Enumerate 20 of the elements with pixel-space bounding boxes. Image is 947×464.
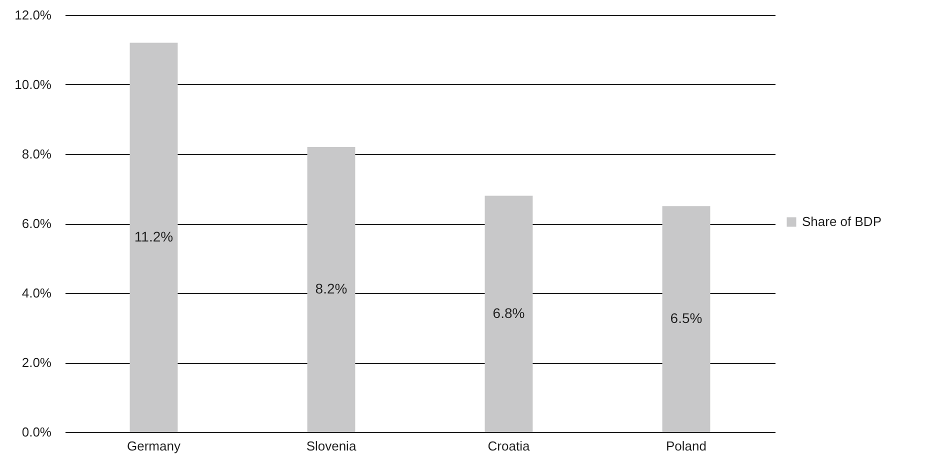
x-tick-label: Poland [666, 438, 706, 454]
y-tick-label: 2.0% [22, 355, 52, 370]
data-label: 6.5% [670, 310, 702, 326]
x-tick-label: Slovenia [306, 438, 357, 454]
data-label: 11.2% [134, 228, 174, 244]
legend-label: Share of BDP [802, 214, 882, 229]
bar [307, 147, 356, 432]
y-tick-label: 8.0% [22, 146, 52, 162]
y-tick-label: 4.0% [22, 286, 52, 300]
bar [130, 42, 178, 432]
y-tick-label: 6.0% [22, 216, 52, 231]
y-tick-label: 10.0% [14, 77, 52, 92]
x-tick-label: Germany [127, 438, 181, 454]
data-label: 6.8% [492, 304, 525, 321]
bar [484, 196, 533, 432]
data-label: 8.2% [315, 280, 348, 297]
y-tick-label: 12.0% [14, 8, 52, 22]
y-tick-label: 0.0% [22, 424, 52, 440]
bar [662, 206, 710, 432]
x-tick-label: Croatia [488, 438, 530, 454]
